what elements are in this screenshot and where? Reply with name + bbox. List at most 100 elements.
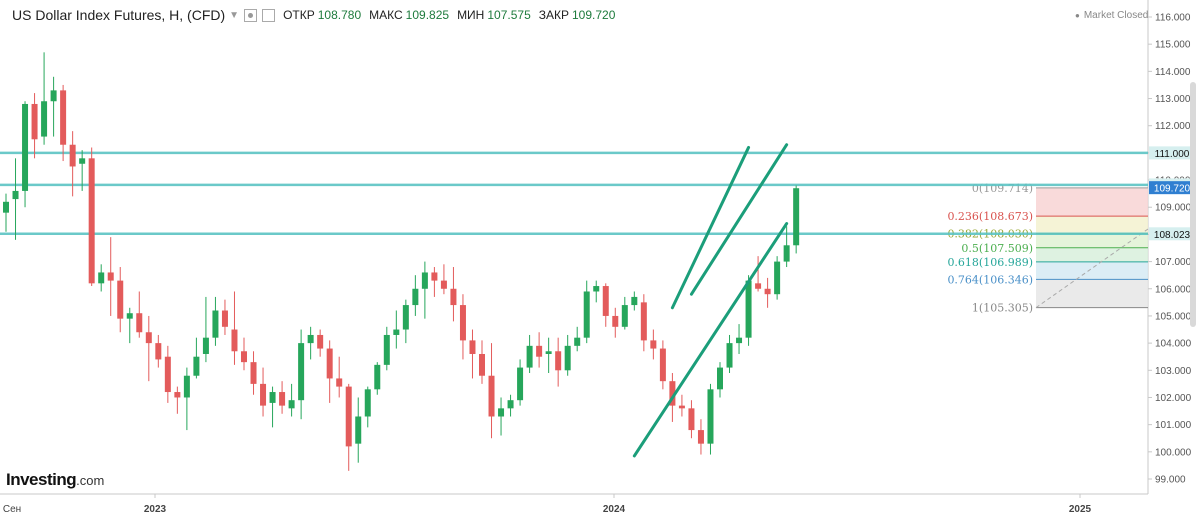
candle-body-61 [583,291,590,338]
candle-body-56 [536,345,543,357]
candle-body-76 [726,343,733,368]
candle-body-20 [193,356,200,376]
candle-body-6 [60,90,67,145]
close-value: 109.720 [572,8,616,22]
candle-body-32 [307,334,314,344]
last-price-tag: 109.720 [1154,184,1191,195]
candle-body-34 [326,348,333,379]
y-tick-label-4: 103.000 [1155,366,1192,377]
price-scale-scrollbar[interactable] [1190,82,1196,327]
candle-body-2 [22,103,29,191]
fib-label-5: 0.764(106.346) [947,273,1033,286]
y-tick-label-3: 102.000 [1155,393,1192,404]
trend-line-upper [670,145,751,310]
candle-body-43 [412,288,419,306]
level-tag-108023-bg [1149,227,1195,241]
y-tick-label-14: 113.000 [1155,94,1191,105]
candle-body-60 [574,337,581,346]
fib-zone-1 [1036,216,1148,234]
candle-body-10 [98,272,105,284]
candle-body-7 [69,144,76,167]
y-tick-label-10: 109.000 [1155,203,1192,214]
candle-body-39 [374,364,381,390]
eye-icon[interactable] [244,8,258,22]
fib-label-3: 0.5(107.509) [961,242,1033,255]
investing-logo[interactable]: Investing.com [6,470,104,490]
y-tick-label-2: 101.000 [1155,420,1192,431]
candle-body-12 [117,280,124,319]
candle-body-47 [450,288,457,306]
candle-body-23 [221,310,228,327]
settings-square-icon[interactable] [262,8,276,22]
y-tick-label-5: 104.000 [1155,339,1192,350]
logo-main: Investing [6,470,77,489]
candle-body-67 [640,302,647,341]
candle-body-50 [479,353,485,376]
candle-body-13 [126,313,133,319]
candle-body-21 [202,337,209,354]
candle-body-80 [764,288,771,295]
candle-body-24 [231,329,238,352]
candle-body-42 [402,305,409,330]
candle-body-26 [250,362,257,384]
candle-body-52 [498,408,505,417]
y-tick-label-0: 99.000 [1155,475,1186,486]
x-tick-label-0: Сен [3,504,21,515]
candle-body-35 [336,378,343,387]
candle-body-18 [174,392,181,398]
candle-body-46 [440,280,447,289]
candle-body-8 [79,158,86,164]
candle-body-78 [745,280,752,338]
candle-body-77 [736,337,743,344]
candle-body-49 [469,340,476,354]
chart-header: US Dollar Index Futures, H, (CFD) ▼ ОТКР… [0,0,615,30]
level-tag-108023: 108.023 [1154,230,1191,241]
candle-body-66 [631,296,638,306]
candle-body-5 [50,90,57,102]
y-tick-label-8: 107.000 [1155,257,1192,268]
candle-body-72 [688,408,695,431]
candle-body-73 [697,430,704,444]
fib-label-1: 0.236(108.673) [947,210,1033,223]
candle-body-3 [31,103,38,140]
candle-body-71 [678,405,685,409]
fib-label-6: 1(105.305) [972,302,1033,315]
candle-body-59 [564,345,571,371]
low-label: МИН [457,8,485,22]
candle-body-57 [545,351,552,354]
close-label: ЗАКР [538,8,569,22]
low-value: 107.575 [487,8,531,22]
level-tag-111-bg [1149,146,1195,160]
fib-zone-2 [1036,233,1148,248]
candle-body-0 [3,201,9,213]
fib-trend-dashed [1035,228,1149,309]
x-tick-label-1: 2023 [144,504,167,515]
instrument-title[interactable]: US Dollar Index Futures, H, (CFD) [12,7,226,23]
candle-body-15 [145,332,152,344]
candle-body-69 [659,348,666,382]
logo-suffix: .com [76,473,105,488]
candle-body-14 [136,313,143,333]
candle-body-36 [345,386,352,447]
candle-body-68 [650,340,657,349]
candle-body-38 [364,389,371,417]
trend-line-upper-ext [689,143,789,296]
candle-body-16 [155,343,162,360]
level-tag-111: 111.000 [1155,149,1190,160]
fib-zone-5 [1036,279,1148,308]
fib-label-4: 0.618(106.989) [947,256,1033,269]
y-tick-label-1: 100.000 [1155,447,1192,458]
candle-body-22 [212,310,219,338]
candle-body-1 [12,190,19,200]
candle-body-17 [164,356,171,393]
y-tick-label-15: 114.000 [1155,67,1191,78]
last-price-tag-bg [1149,181,1195,195]
y-tick-label-7: 106.000 [1155,284,1192,295]
candle-body-30 [288,400,295,409]
candle-body-37 [355,416,362,444]
chevron-down-icon[interactable]: ▼ [229,9,240,21]
y-tick-label-17: 116.000 [1155,13,1191,24]
candle-body-40 [383,334,390,365]
candle-body-51 [488,375,495,417]
